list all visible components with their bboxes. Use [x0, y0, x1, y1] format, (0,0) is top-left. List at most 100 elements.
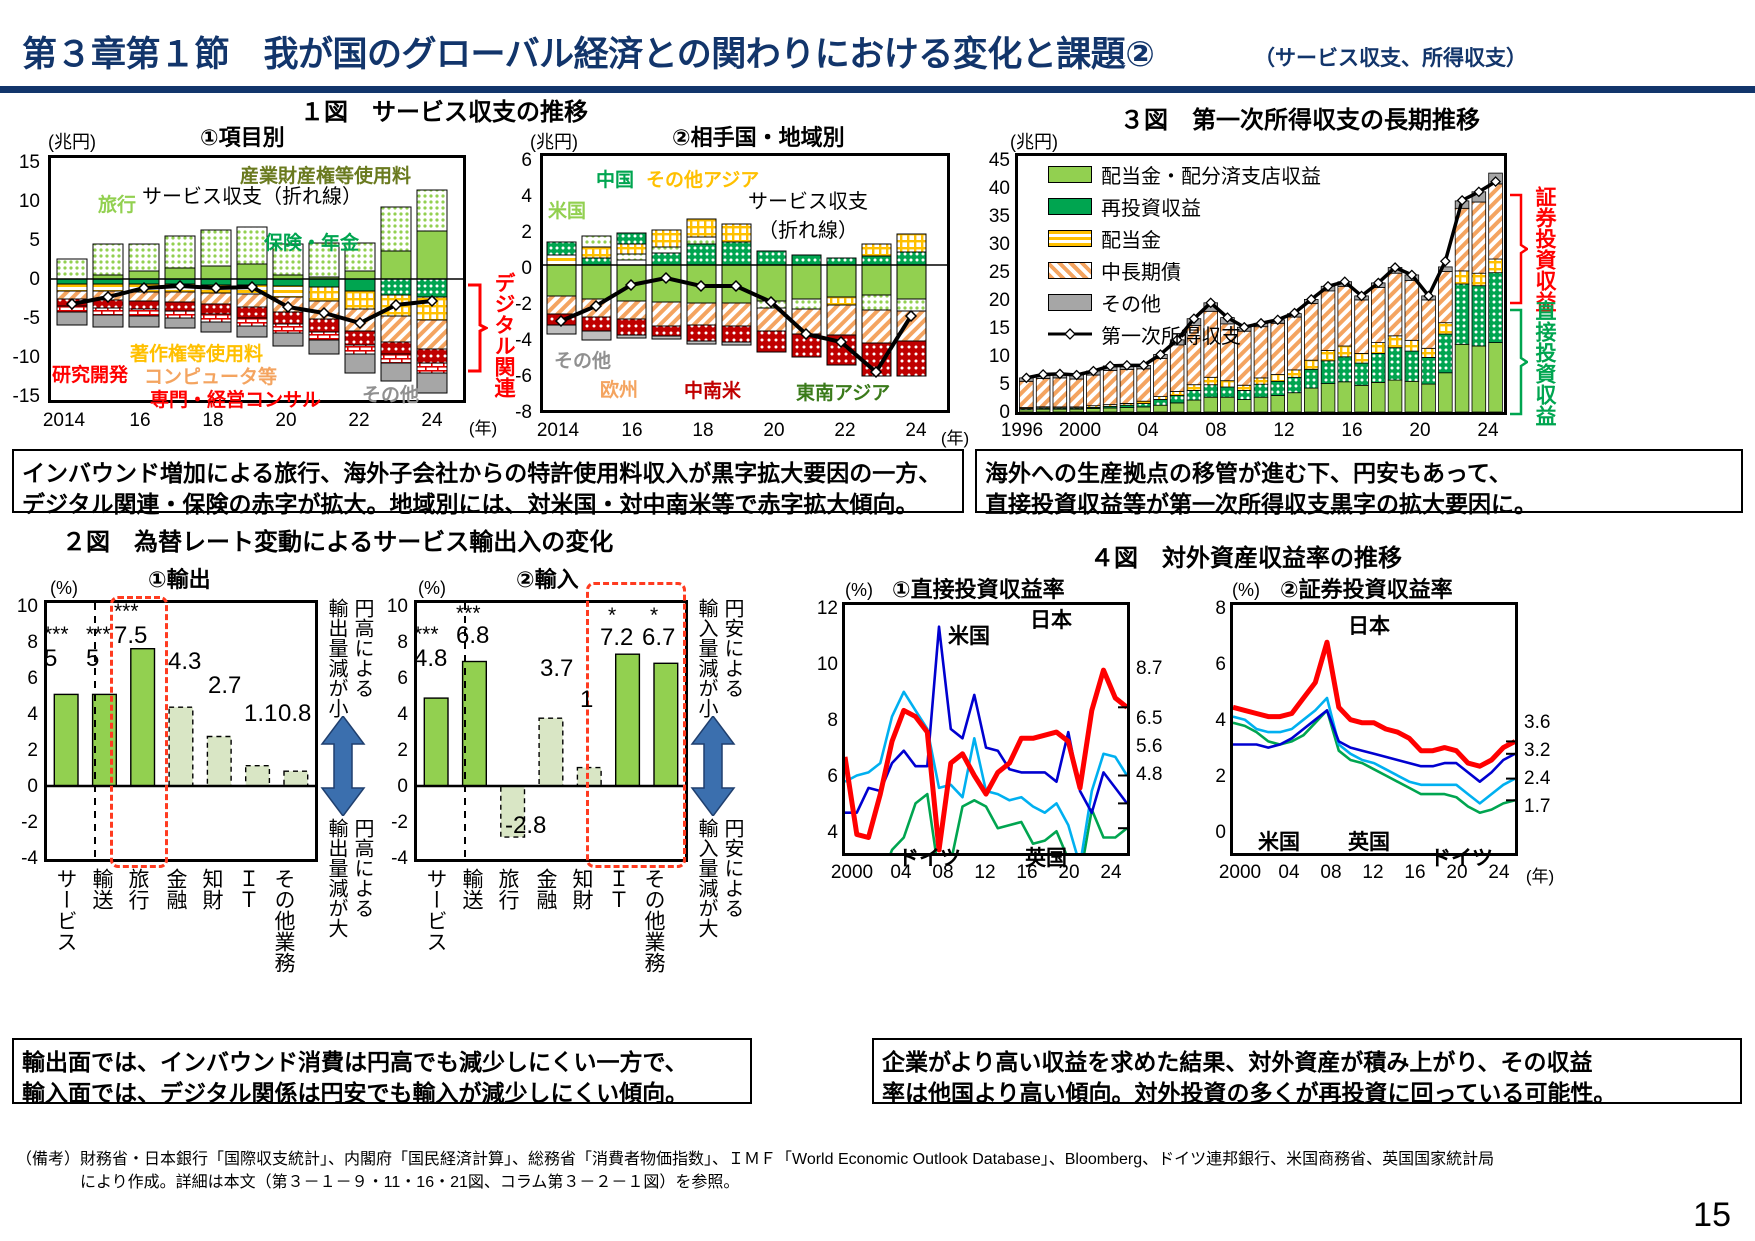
fig2-p1-cat-2: 旅行	[126, 868, 149, 910]
fig1-p1-xtick-5: 24	[421, 410, 443, 431]
fig2-p1-ytick-0: 10	[16, 596, 38, 617]
fig1-p2-label-chunanbei: 中南米	[684, 381, 742, 402]
fig1-p2-ytick-1: 4	[521, 186, 532, 207]
fig4-p2-ytick-3: 2	[1215, 766, 1226, 787]
legend-swatch-sonota	[1048, 294, 1092, 311]
fig3-ytick-9: 0	[999, 402, 1010, 423]
fig3-ytick-1: 40	[988, 178, 1010, 199]
fig1-p2-label-tonan-asia: 東南アジア	[796, 383, 891, 404]
fig2-p2-side-bottom2: 輸入量減が大	[695, 818, 717, 938]
fig2-p1-value-4: 2.7	[208, 672, 242, 699]
fig2-panel1-subtitle: ①輸出	[148, 567, 211, 592]
fig1-p1-ytick-0: 15	[18, 152, 40, 173]
fig1-label-ryoko: 旅行	[98, 195, 137, 216]
fig2-p1-cat-5: ＩＴ	[236, 868, 259, 910]
fig2-p2-cat-2: 旅行	[496, 868, 519, 910]
legend-label-1: 再投資収益	[1101, 198, 1201, 220]
fig1-p2-xtick-4: 22	[834, 420, 856, 441]
fig2-p1-cat-1: 輸送	[90, 868, 113, 910]
fig2-panel2-plot	[414, 600, 688, 862]
fig1-p2-ytick-5: -4	[515, 330, 532, 351]
fig1-p2-ytick-6: -6	[515, 366, 532, 387]
fig3-bracket-securities	[1510, 193, 1528, 305]
fig4-p2-rv-3: 1.7	[1524, 796, 1551, 817]
fig3-xtick-1: 2000	[1058, 420, 1102, 441]
note-box-3: 輸出面では、インバウンド消費は円高でも減少しにくい一方で、 輸入面では、デジタル…	[12, 1038, 752, 1106]
legend-label-3: 中長期債	[1101, 262, 1181, 284]
legend-swatch-chuchokisai	[1048, 262, 1092, 279]
fig1-panel1-subtitle: ①項目別	[200, 125, 285, 150]
fig2-p2-highlight	[586, 582, 686, 868]
fig2-p1-cat-0: サービス	[54, 868, 77, 952]
fig4-p2-xunit: (年)	[1525, 867, 1555, 886]
legend-swatch-saitoushi	[1048, 198, 1092, 215]
fig1-p2-label-oshu: 欧州	[600, 380, 639, 401]
fig4-p2-ytick-0: 8	[1215, 598, 1226, 619]
fig3-xtick-5: 16	[1341, 420, 1363, 441]
fig2-p1-value-3: 4.3	[168, 648, 202, 675]
fig3-bracket-securities-label: 証券投資収益	[1533, 186, 1556, 312]
fig4-p1-xtick-4: 16	[1016, 862, 1038, 883]
fig4-panel2-plot	[1230, 602, 1518, 856]
fig2-p1-value-1: 5	[86, 645, 100, 672]
fig3-xtick-3: 08	[1205, 420, 1227, 441]
fig1-label-chosaku: 著作権等使用料	[130, 344, 264, 365]
fig4-p1-label-uk: 英国	[1025, 847, 1067, 870]
fig4-panel1-plot	[842, 602, 1130, 856]
fig3-unit: (兆円)	[1010, 132, 1058, 152]
fig3-legend-item-2: 配当金	[1048, 224, 1321, 253]
fig1-p2-label-beikoku: 米国	[548, 201, 587, 222]
fig2-p1-side-top: 円高による	[351, 598, 373, 698]
fig4-p2-xtick-2: 08	[1320, 862, 1342, 883]
fig4-p1-label-germany: ドイツ	[898, 847, 961, 870]
fig2-p2-ytick-6: -2	[391, 812, 408, 833]
fig4-p1-label-usa: 米国	[948, 625, 990, 648]
fig3-ytick-8: 5	[999, 374, 1010, 395]
fig4-p1-ytick-4: 4	[827, 822, 838, 843]
fig1-panel1-svg	[51, 189, 463, 394]
fig1-p1-xunit: (年)	[468, 419, 498, 438]
fig3-bracket-direct-label: 直接投資収益	[1533, 300, 1556, 426]
fig2-p1-star-1: ***	[86, 623, 111, 646]
fig4-p1-ytick-0: 12	[816, 598, 838, 619]
fig1-p1-xtick-3: 20	[275, 410, 297, 431]
fig2-p1-ytick-5: 0	[27, 776, 38, 797]
fig4-p1-xtick-0: 2000	[830, 862, 874, 883]
fig4-p2-xtick-4: 16	[1404, 862, 1426, 883]
fig1-label-sangyo: 産業財産権等使用料	[240, 166, 412, 187]
fig2-p2-star-1: ***	[456, 602, 481, 625]
fig3-svg	[1019, 172, 1503, 412]
fig2-p1-ytick-3: 4	[27, 704, 38, 725]
fig1-label-kenkyu: 研究開発	[52, 365, 129, 386]
fig4-p1-xtick-1: 04	[890, 862, 912, 883]
fig4-p1-xtick-5: 20	[1058, 862, 1080, 883]
fig4-p1-ytick-3: 6	[827, 766, 838, 787]
fig4-p1-rv-0: 8.7	[1136, 658, 1163, 679]
fig1-p1-xtick-4: 22	[348, 410, 370, 431]
fig2-p2-star-0: ***	[414, 623, 439, 646]
fig2-p1-ytick-6: -2	[21, 812, 38, 833]
fig1-p1-ytick-5: -10	[12, 347, 40, 368]
fig2-p1-ytick-2: 6	[27, 668, 38, 689]
fig2-p2-side-top: 円安による	[721, 598, 743, 698]
fig3-ytick-2: 35	[988, 206, 1010, 227]
fig2-p2-side-top2: 輸入量減が小	[695, 598, 717, 718]
fig2-p1-cat-3: 金融	[164, 868, 187, 910]
fig1-p1-ytick-1: 10	[18, 191, 40, 212]
fig4-p2-rv-0: 3.6	[1524, 712, 1551, 733]
fig4-p2-ytick-2: 4	[1215, 710, 1226, 731]
fig1-panel2-subtitle: ②相手国・地域別	[672, 125, 845, 150]
fig3-ytick-3: 30	[988, 234, 1010, 255]
fig3-ytick-5: 20	[988, 290, 1010, 311]
legend-label-2: 配当金	[1101, 230, 1161, 252]
fig2-p1-side-top2: 輸出量減が小	[325, 598, 347, 718]
fig2-p2-cat-5: ＩＴ	[606, 868, 629, 910]
fig2-p2-ytick-4: 2	[397, 740, 408, 761]
fig2-panel1-unit: (%)	[50, 578, 78, 598]
legend-swatch-haitou-shiten	[1048, 166, 1092, 183]
legend-label-0: 配当金・配分済支店収益	[1101, 166, 1321, 188]
fig1-p2-ytick-7: -8	[515, 402, 532, 423]
fig2-p1-ytick-4: 2	[27, 740, 38, 761]
fig2-title: ２図 為替レート変動によるサービス輸出入の変化	[62, 529, 614, 556]
fig1-p1-xtick-0: 2014	[42, 410, 86, 431]
